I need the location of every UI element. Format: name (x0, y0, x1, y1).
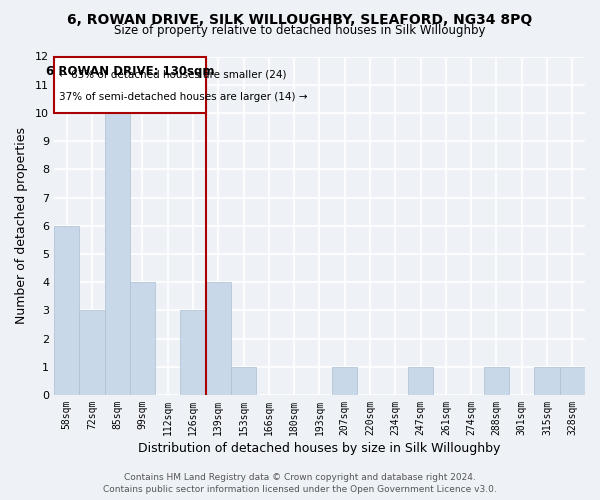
Bar (484, 366, 509, 395)
Bar (332, 366, 358, 395)
Bar (104, 113, 130, 395)
Bar (79, 310, 104, 395)
Text: ← 63% of detached houses are smaller (24): ← 63% of detached houses are smaller (24… (59, 70, 286, 80)
Bar (560, 366, 585, 395)
Text: 37% of semi-detached houses are larger (14) →: 37% of semi-detached houses are larger (… (59, 92, 307, 102)
Bar (181, 310, 206, 395)
Text: Contains HM Land Registry data © Crown copyright and database right 2024.
Contai: Contains HM Land Registry data © Crown c… (103, 472, 497, 494)
FancyBboxPatch shape (54, 56, 206, 113)
X-axis label: Distribution of detached houses by size in Silk Willoughby: Distribution of detached houses by size … (138, 442, 500, 455)
Text: 6 ROWAN DRIVE: 130sqm: 6 ROWAN DRIVE: 130sqm (46, 65, 214, 78)
Bar (231, 366, 256, 395)
Y-axis label: Number of detached properties: Number of detached properties (15, 127, 28, 324)
Bar (130, 282, 155, 395)
Bar (535, 366, 560, 395)
Bar (54, 226, 79, 395)
Bar (408, 366, 433, 395)
Text: Size of property relative to detached houses in Silk Willoughby: Size of property relative to detached ho… (114, 24, 486, 37)
Text: 6, ROWAN DRIVE, SILK WILLOUGHBY, SLEAFORD, NG34 8PQ: 6, ROWAN DRIVE, SILK WILLOUGHBY, SLEAFOR… (67, 12, 533, 26)
Bar (206, 282, 231, 395)
